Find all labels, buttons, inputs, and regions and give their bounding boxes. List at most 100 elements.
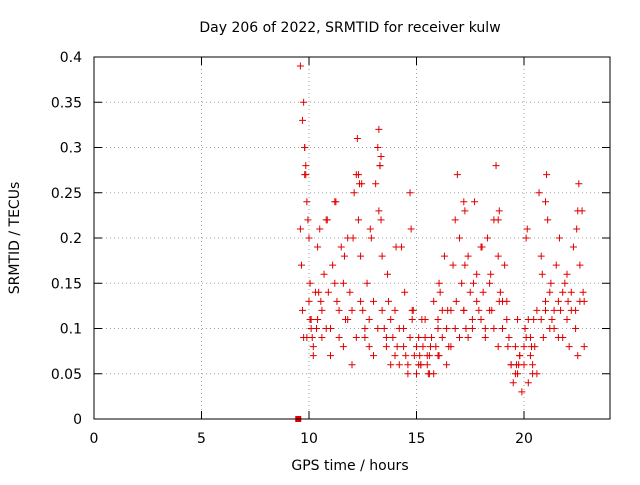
- x-axis-label: GPS time / hours: [291, 458, 408, 474]
- data-point: [479, 288, 487, 296]
- data-point: [377, 216, 385, 224]
- data-point: [357, 252, 365, 260]
- data-point: [440, 252, 448, 260]
- data-point: [408, 315, 416, 323]
- data-point: [346, 288, 354, 296]
- data-point: [495, 297, 503, 305]
- data-point: [460, 198, 468, 206]
- data-point: [481, 334, 489, 342]
- data-point: [349, 234, 357, 242]
- data-point: [315, 288, 323, 296]
- data-point: [469, 279, 477, 287]
- data-point: [481, 325, 489, 332]
- data-point: [505, 334, 513, 342]
- data-point: [404, 361, 412, 369]
- y-tick-label: 0: [73, 412, 82, 428]
- data-point: [426, 343, 434, 351]
- data-point: [468, 325, 476, 332]
- data-point: [453, 171, 461, 179]
- data-point: [400, 343, 408, 351]
- data-point: [401, 288, 409, 296]
- data-point: [438, 334, 446, 342]
- data-point: [395, 361, 403, 369]
- data-point: [538, 270, 546, 278]
- data-point: [529, 361, 537, 369]
- data-point: [468, 315, 476, 323]
- data-point: [352, 334, 360, 342]
- data-point: [559, 288, 567, 296]
- data-point: [316, 225, 324, 233]
- data-point: [520, 343, 528, 351]
- data-point: [339, 279, 347, 287]
- x-tick-label: 10: [300, 431, 318, 447]
- data-point: [575, 180, 583, 188]
- data-point: [567, 288, 575, 296]
- data-point: [473, 270, 481, 278]
- data-point: [392, 243, 400, 251]
- data-point: [413, 370, 420, 378]
- data-point: [574, 207, 582, 215]
- data-point: [300, 334, 308, 342]
- data-point: [406, 334, 414, 342]
- data-point: [305, 234, 313, 242]
- data-point: [511, 370, 519, 378]
- data-point: [555, 234, 563, 242]
- data-point: [495, 207, 503, 215]
- data-point: [544, 216, 552, 224]
- data-point: [317, 297, 325, 305]
- data-point: [335, 334, 343, 342]
- data-point: [576, 261, 584, 269]
- data-point: [486, 306, 494, 314]
- data-point: [421, 334, 429, 342]
- data-point: [494, 216, 502, 224]
- data-point: [357, 297, 365, 305]
- data-point: [299, 306, 307, 314]
- y-tick-label: 0.3: [60, 141, 82, 157]
- data-point: [413, 343, 420, 351]
- data-point: [539, 334, 547, 342]
- data-point: [419, 343, 427, 351]
- data-point: [418, 315, 426, 323]
- data-point: [377, 153, 385, 161]
- data-point: [430, 297, 438, 305]
- data-point: [561, 279, 569, 287]
- data-point: [305, 297, 313, 305]
- data-point: [552, 261, 560, 269]
- data-point: [385, 297, 393, 305]
- data-point: [511, 343, 519, 351]
- y-axis-label: SRMTID / TECUs: [7, 182, 23, 295]
- data-point: [374, 325, 382, 332]
- data-point: [375, 207, 383, 215]
- y-tick-label: 0.35: [51, 95, 82, 111]
- data-point: [483, 234, 491, 242]
- data-point: [471, 198, 479, 206]
- data-point: [537, 252, 545, 260]
- data-point: [350, 189, 358, 197]
- data-point: [563, 270, 571, 278]
- data-point: [487, 270, 495, 278]
- data-point: [522, 234, 530, 242]
- data-point: [573, 225, 581, 233]
- data-point: [528, 343, 536, 351]
- data-point: [337, 243, 345, 251]
- data-point: [434, 325, 442, 332]
- data-point: [423, 361, 431, 369]
- data-point: [452, 297, 460, 305]
- data-point: [382, 334, 390, 342]
- data-point: [331, 279, 339, 287]
- data-point: [443, 361, 451, 369]
- data-point: [447, 343, 455, 351]
- data-point: [370, 352, 377, 360]
- data-point: [509, 379, 517, 387]
- data-point: [523, 225, 531, 233]
- data-point: [444, 306, 452, 314]
- data-point: [516, 352, 524, 360]
- data-point: [333, 297, 341, 305]
- data-point: [378, 306, 386, 314]
- data-point: [542, 297, 549, 305]
- data-point: [301, 144, 309, 151]
- data-point: [307, 325, 315, 332]
- data-point: [391, 352, 399, 360]
- data-point: [354, 171, 362, 179]
